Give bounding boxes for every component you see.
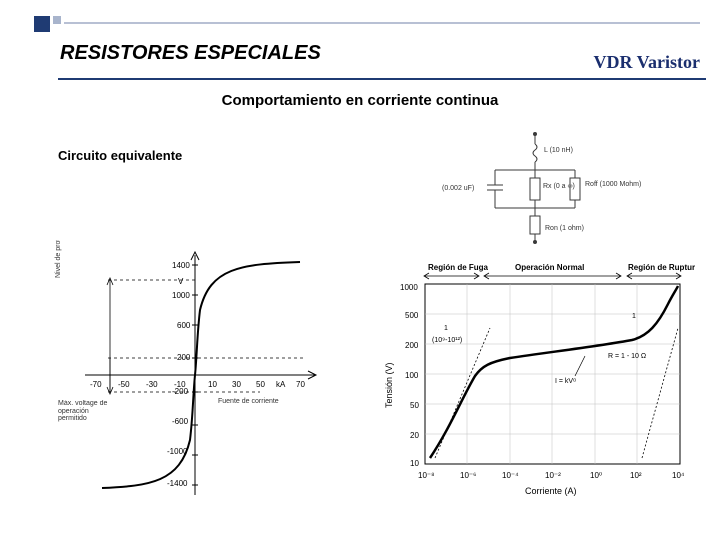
svg-text:10⁻⁴: 10⁻⁴ (502, 471, 519, 480)
svg-text:20: 20 (410, 431, 419, 440)
svg-text:50: 50 (256, 380, 265, 389)
svg-text:10⁻²: 10⁻² (545, 471, 561, 480)
ylabel: Tensión (V) (384, 362, 394, 408)
region-normal: Operación Normal (515, 263, 584, 272)
top-rule (64, 22, 700, 24)
svg-text:1000: 1000 (400, 283, 418, 292)
region-fuga: Región de Fuga (428, 263, 489, 272)
svg-text:kA: kA (276, 380, 286, 389)
xlabel: Corriente (A) (525, 486, 577, 496)
annot-nivel: Nivel de protección (55, 240, 62, 278)
svg-text:10⁴: 10⁴ (672, 471, 685, 480)
svg-text:10²: 10² (630, 471, 642, 480)
svg-text:30: 30 (232, 380, 241, 389)
annot-r: R = 1 - 10 Ω (608, 353, 646, 360)
svg-text:10: 10 (208, 380, 217, 389)
cap-label: (0.002 uF) (442, 185, 474, 192)
svg-text:200: 200 (405, 341, 419, 350)
right-title: VDR Varistor (594, 52, 701, 73)
annot-slope1: (10⁹-10¹²) (432, 337, 462, 344)
subtitle: Comportamiento en corriente continua (0, 92, 720, 109)
svg-text:10: 10 (410, 459, 419, 468)
vi-loglog-chart: Región de Fuga Operación Normal Región d… (380, 258, 695, 508)
svg-text:50: 50 (410, 401, 419, 410)
main-title: RESISTORES ESPECIALES (60, 42, 321, 65)
ytick: 200 (177, 353, 191, 362)
ytick: -1400 (167, 479, 188, 488)
ytick: 600 (177, 321, 191, 330)
equivalent-circuit: (0.002 uF) L (10 nH) Rx (0 a ∞) Roff (10… (380, 130, 690, 245)
svg-text:-10: -10 (174, 380, 186, 389)
svg-text:70: 70 (296, 380, 305, 389)
title-underline (58, 78, 706, 80)
ytick: V (178, 277, 184, 286)
ytick: 1400 (172, 261, 190, 270)
region-ruptura: Región de Ruptura (628, 263, 695, 272)
roff-label: Roff (1000 Mohm) (585, 181, 641, 188)
svg-text:-30: -30 (146, 380, 158, 389)
ytick: 1000 (172, 291, 190, 300)
rx-label: Rx (0 a ∞) (543, 183, 575, 190)
annot-max: Máx. voltage de operación permitido (58, 400, 113, 423)
annot-formula: I = kVᵅ (555, 378, 576, 385)
circuit-label: Circuito equivalente (58, 148, 182, 163)
svg-text:10⁻⁶: 10⁻⁶ (460, 471, 476, 480)
l-label: L (10 nH) (544, 147, 573, 154)
svg-text:-70: -70 (90, 380, 102, 389)
svg-text:100: 100 (405, 371, 419, 380)
annot-fuente: Fuente de corriente (218, 398, 279, 405)
svg-text:10⁻⁸: 10⁻⁸ (418, 471, 435, 480)
ytick: -600 (172, 417, 189, 426)
svg-text:-50: -50 (118, 380, 130, 389)
svg-text:1: 1 (444, 325, 448, 332)
slide-bullet-decor (34, 16, 61, 37)
ron-label: Ron (1 ohm) (545, 225, 584, 232)
svg-text:1: 1 (632, 313, 636, 320)
svg-text:10⁰: 10⁰ (590, 471, 602, 480)
svg-text:500: 500 (405, 311, 419, 320)
iv-curve-chart: 1400 V 1000 600 200 -200 -600 -1000 -140… (40, 240, 330, 510)
